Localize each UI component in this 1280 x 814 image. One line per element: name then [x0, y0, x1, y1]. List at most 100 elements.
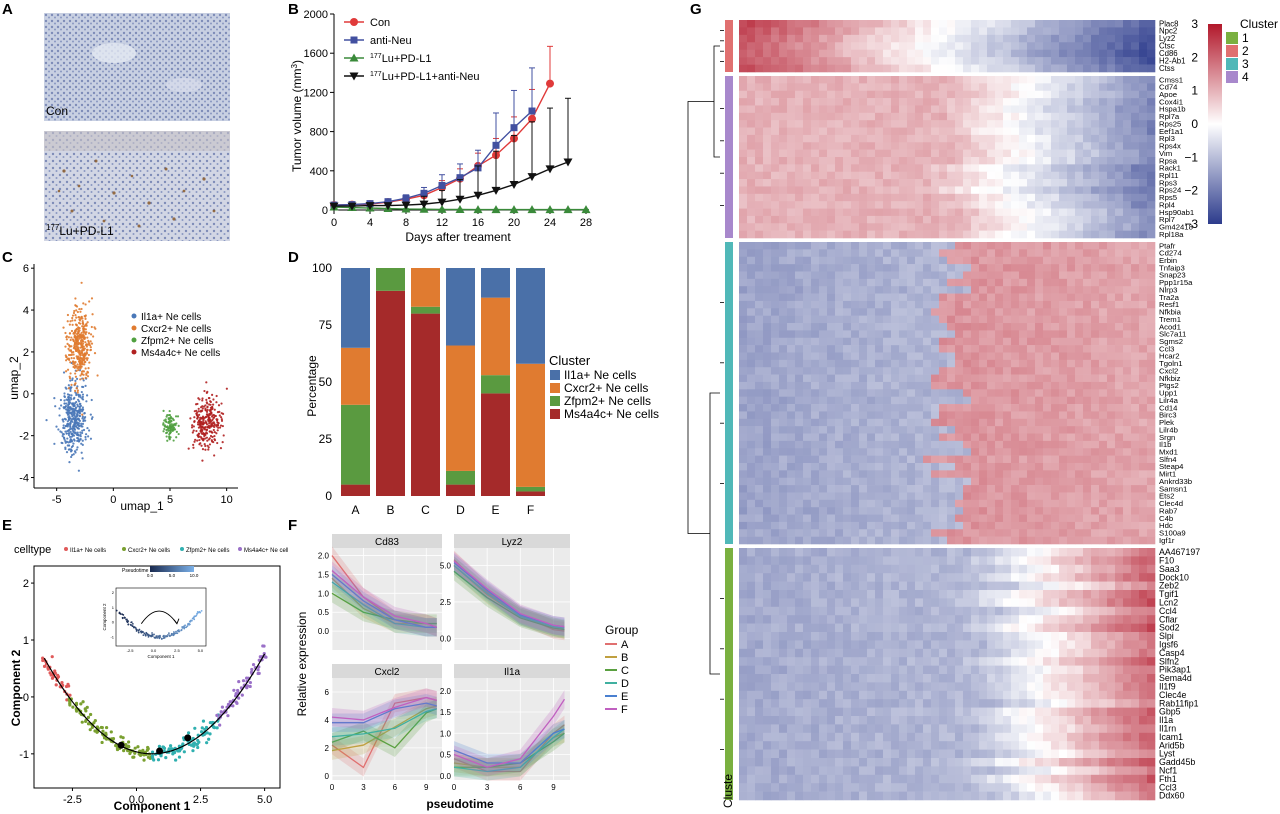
e-inset-point: [163, 634, 165, 637]
g-heatmap-cell: [883, 76, 892, 84]
g-heatmap-cell: [1115, 286, 1124, 294]
g-heatmap-cell: [963, 381, 972, 390]
g-heatmap-cell: [931, 315, 940, 324]
g-heatmap-cell: [1027, 76, 1036, 84]
c-data-point: [83, 337, 86, 341]
c-data-point: [81, 457, 84, 460]
g-heatmap-cell: [811, 223, 820, 231]
g-heatmap-cell: [995, 142, 1004, 150]
g-heatmap-cell: [803, 171, 812, 180]
g-heatmap-cell: [819, 286, 828, 294]
g-heatmap-cell: [859, 286, 868, 294]
g-heatmap-cell: [811, 337, 820, 346]
g-heatmap-cell: [891, 426, 900, 434]
g-heatmap-cell: [1035, 381, 1044, 390]
c-data-point: [84, 315, 87, 318]
g-heatmap-cell: [771, 42, 780, 51]
g-heatmap-cell: [1003, 208, 1012, 217]
g-heatmap-cell: [1075, 49, 1084, 58]
g-heatmap-cell: [1059, 208, 1068, 217]
g-heatmap-cell: [931, 389, 940, 397]
g-heatmap-cell: [1027, 293, 1036, 302]
g-heatmap-cell: [1139, 271, 1148, 280]
g-heatmap-cell: [1123, 242, 1132, 250]
g-heatmap-cell: [1131, 223, 1140, 231]
c-data-point: [60, 441, 63, 444]
g-heatmap-cell: [1107, 142, 1116, 150]
g-heatmap-cell: [1115, 308, 1124, 316]
e-inset-point: [159, 636, 161, 638]
g-heatmap-cell: [1147, 120, 1156, 128]
c-data-point: [209, 434, 213, 438]
g-heatmap-cell: [995, 300, 1004, 309]
g-heatmap-cell: [979, 381, 988, 390]
b-data-point: [546, 79, 554, 88]
d-x-tick-label: E: [491, 503, 499, 517]
g-heatmap-cell: [1075, 315, 1084, 324]
g-heatmap-cell: [851, 90, 860, 99]
g-heatmap-cell: [795, 57, 804, 65]
g-heatmap-cell: [1059, 223, 1068, 231]
c-data-point: [198, 438, 201, 442]
g-heatmap-cell: [971, 83, 980, 92]
e-inset-point: [189, 620, 192, 623]
g-heatmap-cell: [979, 359, 988, 368]
g-heatmap-cell: [763, 242, 772, 250]
e-inset-x-tick: 0.0: [151, 648, 157, 653]
g-heatmap-cell: [795, 367, 804, 375]
g-heatmap-cell: [811, 411, 820, 420]
c-data-point: [76, 356, 80, 359]
g-heatmap-cell: [851, 381, 860, 390]
g-heatmap-cell: [1043, 278, 1052, 287]
g-heatmap-cell: [979, 411, 988, 420]
e-x-tick-label: -2.5: [63, 794, 82, 806]
c-data-point: [65, 398, 68, 401]
c-data-point: [78, 414, 82, 418]
g-heatmap-cell: [1051, 230, 1060, 239]
g-heatmap-cell: [947, 396, 956, 405]
g-heatmap-cell: [1075, 215, 1084, 224]
g-heatmap-cell: [1027, 171, 1036, 180]
g-heatmap-cell: [1123, 264, 1132, 272]
g-heatmap-cell: [1131, 418, 1140, 427]
g-heatmap-cell: [923, 193, 932, 202]
c-data-point: [59, 398, 63, 402]
c-data-point: [205, 436, 209, 439]
g-heatmap-cell: [803, 186, 812, 195]
g-heatmap-cell: [891, 83, 900, 92]
e-inset-point: [126, 618, 128, 621]
g-dendrogram-branch: [709, 392, 720, 675]
f-legend-label: B: [621, 652, 628, 664]
g-heatmap-cell: [1123, 193, 1132, 202]
g-heatmap-cell: [1019, 186, 1028, 195]
f-x-tick-label: 3: [361, 783, 366, 792]
g-heatmap-cell: [1003, 249, 1012, 258]
g-heatmap-cell: [1139, 64, 1148, 73]
e-data-point: [208, 732, 212, 736]
g-heatmap-cell: [827, 433, 836, 442]
g-heatmap-cell: [787, 404, 796, 412]
g-heatmap-cell: [923, 27, 932, 36]
g-heatmap-cell: [931, 433, 940, 442]
g-heatmap-cell: [779, 411, 788, 420]
c-data-point: [64, 446, 67, 449]
g-heatmap-cell: [1019, 249, 1028, 258]
g-heatmap-cell: [987, 223, 996, 231]
g-heatmap-cell: [1075, 323, 1084, 331]
g-heatmap-cell: [859, 323, 868, 331]
g-heatmap-cell: [1115, 242, 1124, 250]
g-heatmap-cell: [755, 34, 764, 43]
g-heatmap-cell: [1011, 367, 1020, 375]
c-data-point: [81, 342, 85, 345]
d-bar-segment: [376, 268, 405, 291]
g-heatmap-cell: [811, 249, 820, 258]
g-heatmap-cell: [923, 83, 932, 92]
g-heatmap-cell: [867, 142, 876, 150]
c-data-point: [72, 347, 76, 350]
g-heatmap-cell: [995, 249, 1004, 258]
g-heatmap-cell: [915, 27, 924, 36]
g-heatmap-cell: [763, 179, 772, 187]
g-heatmap-cell: [1035, 157, 1044, 165]
g-heatmap-cell: [1035, 215, 1044, 224]
g-heatmap-cell: [1035, 27, 1044, 36]
